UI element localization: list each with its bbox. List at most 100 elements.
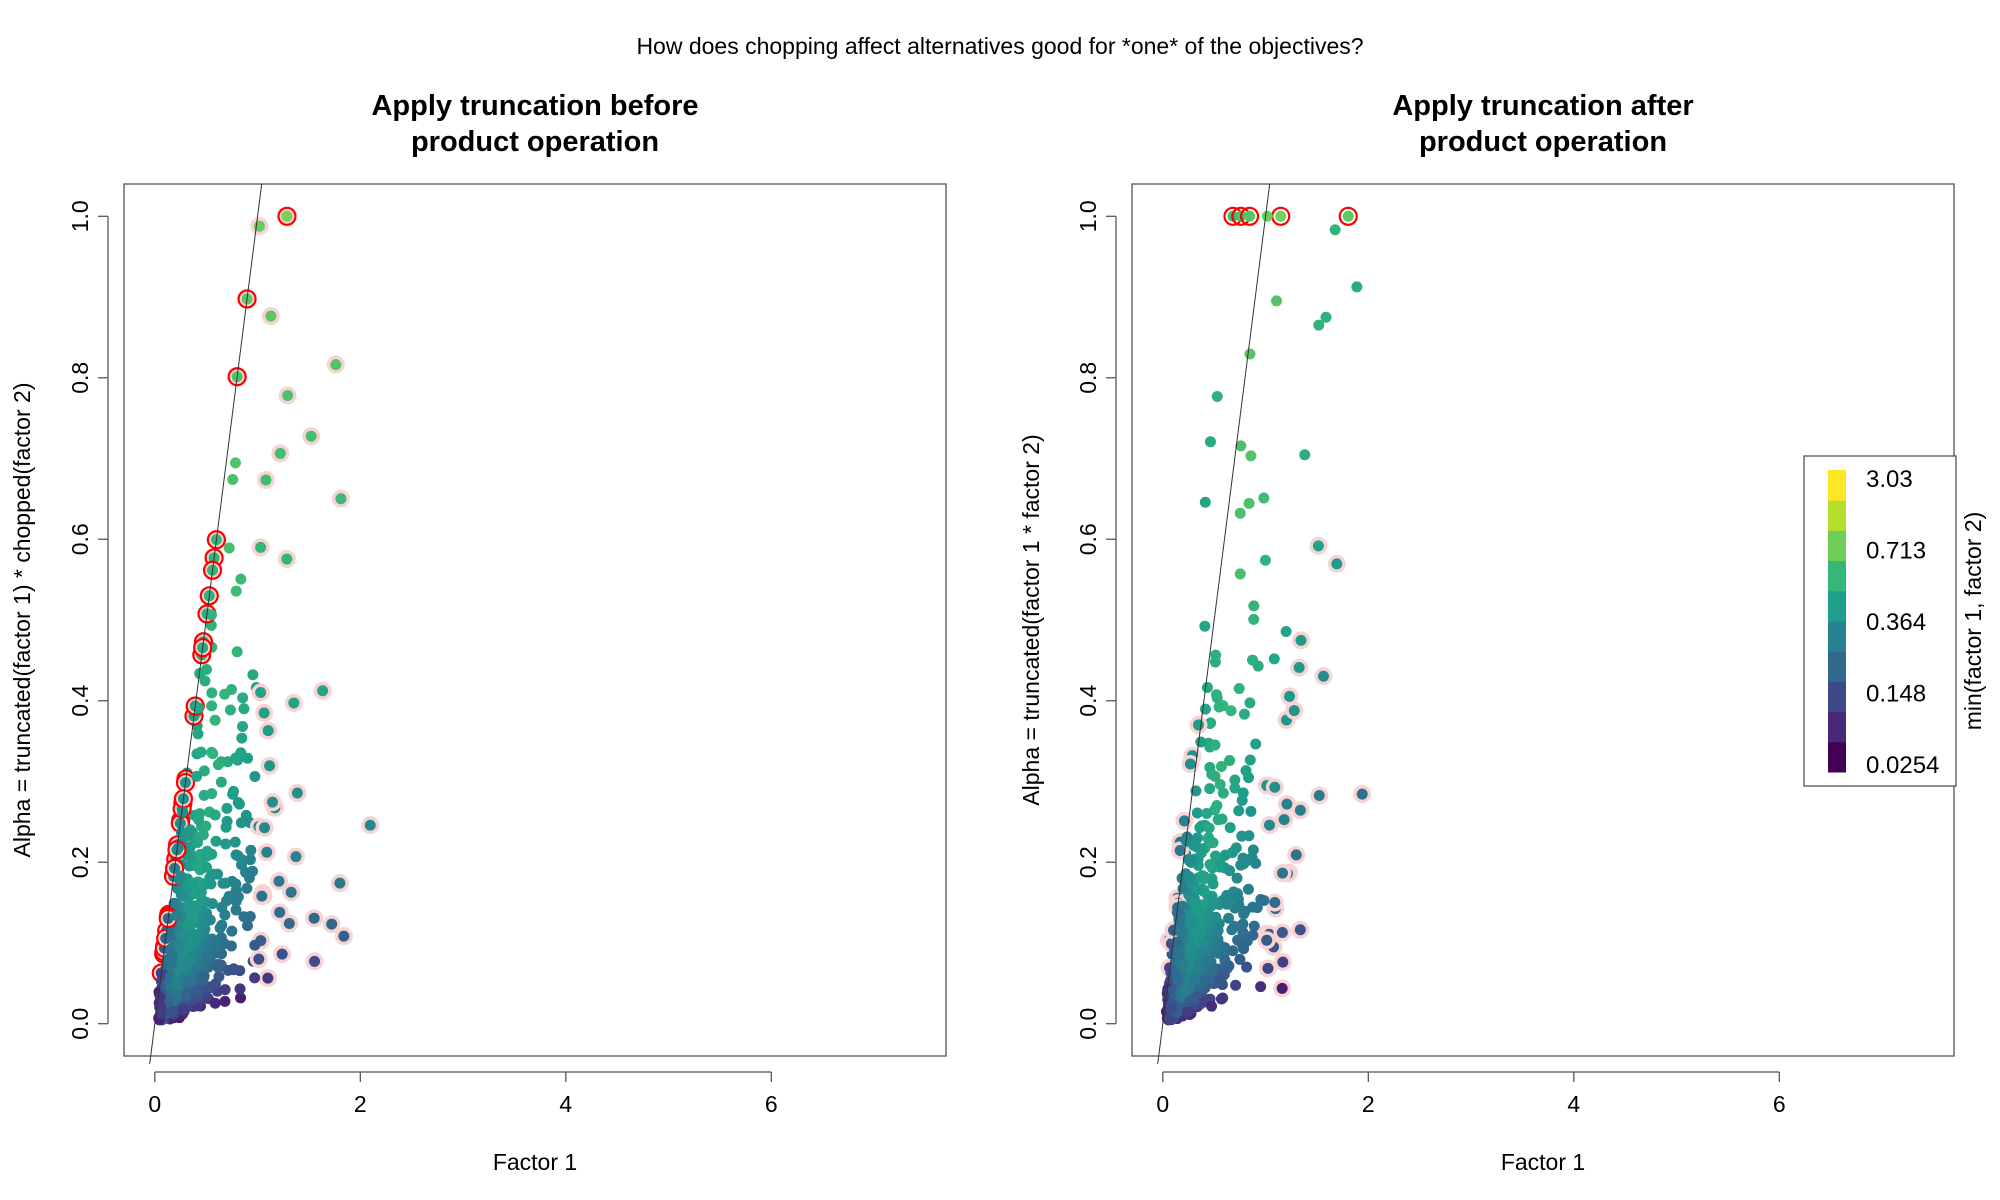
- data-point: [209, 714, 221, 726]
- data-point: [1224, 822, 1236, 834]
- data-point: [1351, 281, 1363, 293]
- x-tick-label: 4: [559, 1091, 572, 1117]
- data-point: [1329, 224, 1341, 236]
- data-point: [1171, 969, 1183, 981]
- data-point: [1235, 859, 1247, 871]
- data-point: [1215, 975, 1227, 987]
- data-point: [207, 748, 219, 760]
- data-point: [1284, 690, 1296, 702]
- data-point: [1211, 391, 1223, 403]
- data-point: [219, 984, 231, 996]
- data-point: [1188, 839, 1200, 851]
- data-point: [1195, 928, 1207, 940]
- data-point: [1290, 849, 1302, 861]
- data-point: [1209, 770, 1221, 782]
- colorbar-legend: 3.03 0.713 0.364 0.148 0.0254 min(factor 1, …: [1803, 455, 1986, 787]
- data-point: [1269, 781, 1281, 793]
- data-point: [1261, 934, 1273, 946]
- data-point: [1211, 800, 1223, 812]
- data-point: [237, 692, 249, 704]
- chopped-point-marker: [277, 206, 297, 226]
- data-point: [1165, 1003, 1177, 1015]
- data-point: [198, 765, 210, 777]
- y-tick-label: 0.2: [1075, 846, 1101, 878]
- data-point: [195, 746, 207, 758]
- data-point: [232, 891, 244, 903]
- data-point: [1193, 909, 1205, 921]
- chopped-point-marker: [237, 289, 257, 309]
- data-point: [1313, 319, 1325, 331]
- data-point: [1258, 492, 1270, 504]
- x-tick-label: 0: [148, 1091, 161, 1117]
- data-point: [291, 787, 303, 799]
- data-point: [1271, 295, 1283, 307]
- data-point: [1219, 954, 1231, 966]
- data-point: [170, 898, 182, 910]
- data-point: [183, 953, 195, 965]
- data-point: [172, 842, 184, 854]
- data-point: [241, 882, 253, 894]
- data-point: [1247, 844, 1259, 856]
- data-point: [273, 875, 285, 887]
- colorbar-swatch: [1828, 681, 1846, 713]
- data-point: [290, 851, 302, 863]
- data-point: [1204, 436, 1216, 448]
- data-point: [1184, 855, 1196, 867]
- data-point: [219, 688, 231, 700]
- x-tick-label: 6: [1773, 1091, 1786, 1117]
- data-point: [1288, 705, 1300, 717]
- data-point: [155, 1008, 167, 1020]
- data-point: [1236, 830, 1248, 842]
- data-point: [235, 992, 247, 1004]
- data-point: [1210, 649, 1222, 661]
- data-point: [182, 828, 194, 840]
- colorbar-swatch: [1828, 560, 1846, 592]
- data-point: [1263, 819, 1275, 831]
- data-point: [1225, 705, 1237, 717]
- data-point: [221, 802, 233, 814]
- data-point: [226, 925, 238, 937]
- right-panel: Apply truncation after product operation…: [1018, 90, 1955, 1175]
- data-point: [230, 849, 242, 861]
- data-point: [1191, 807, 1203, 819]
- data-point: [224, 704, 236, 716]
- data-point: [1210, 850, 1222, 862]
- data-point: [1280, 626, 1292, 638]
- data-point: [1178, 985, 1190, 997]
- data-point: [1204, 931, 1216, 943]
- data-point: [1219, 849, 1231, 861]
- data-point: [1248, 920, 1260, 932]
- data-point: [235, 573, 247, 585]
- data-point: [1250, 857, 1262, 869]
- data-point: [223, 542, 235, 554]
- data-point: [1207, 894, 1219, 906]
- chopped-point-marker: [1338, 206, 1358, 226]
- data-point: [1215, 993, 1227, 1005]
- data-point: [1231, 872, 1243, 884]
- data-point: [1229, 774, 1241, 786]
- right-x-axis-label: Factor 1: [1501, 1149, 1585, 1175]
- colorbar-tick-label: 0.0254: [1866, 752, 1939, 779]
- data-point: [1181, 1006, 1193, 1018]
- chopped-point-marker: [1239, 206, 1260, 226]
- data-point: [1275, 210, 1287, 222]
- data-point: [209, 997, 221, 1009]
- data-point: [1185, 913, 1197, 925]
- left-panel-title-line1: Apply truncation before: [371, 90, 698, 122]
- data-point: [309, 955, 321, 967]
- data-point: [1230, 979, 1242, 991]
- y-tick-label: 0.8: [67, 362, 93, 394]
- data-point: [338, 930, 350, 942]
- data-point: [1243, 497, 1255, 509]
- data-point: [166, 958, 178, 970]
- colorbar-swatch: [1828, 590, 1846, 622]
- data-point: [1276, 982, 1288, 994]
- data-point: [1214, 779, 1226, 791]
- data-point: [234, 983, 246, 995]
- x-tick-label: 0: [1156, 1091, 1169, 1117]
- data-point: [199, 675, 211, 687]
- data-point: [173, 940, 185, 952]
- data-point: [1178, 958, 1190, 970]
- data-point: [212, 868, 224, 880]
- data-point: [1295, 634, 1307, 646]
